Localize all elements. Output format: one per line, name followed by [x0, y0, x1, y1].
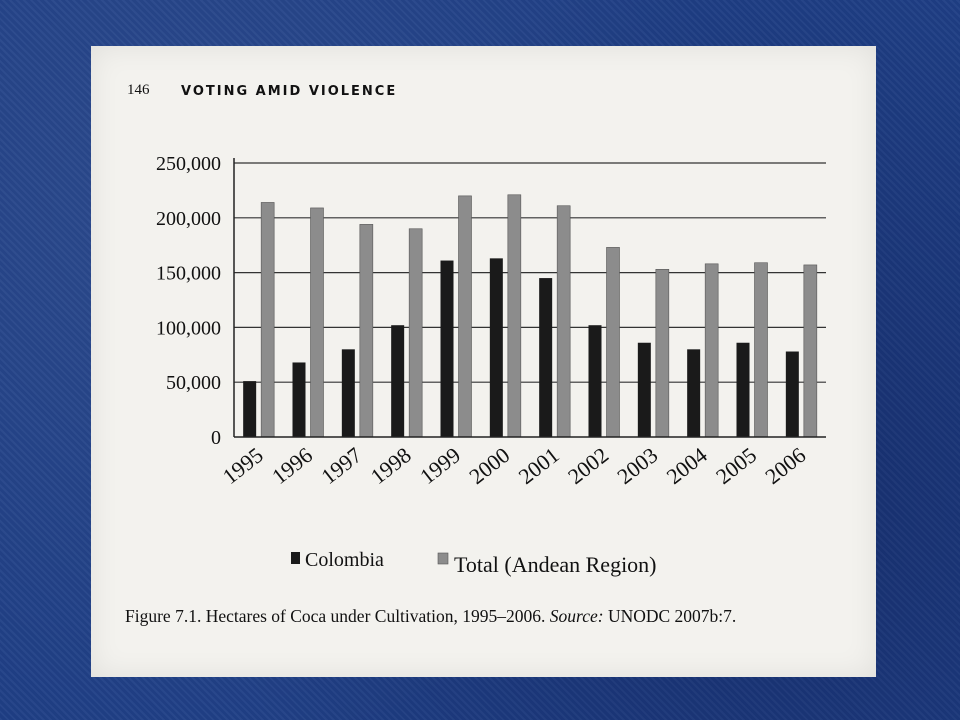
gridlines — [234, 162, 826, 383]
caption-source-text: UNODC 2007b:7. — [607, 606, 737, 626]
x-tick-label: 2004 — [662, 442, 712, 489]
y-axis-tick-labels: 0 50,000 100,000 150,000 200,000 250,000 — [156, 153, 221, 449]
legend: Colombia Total (Andean Region) — [291, 549, 657, 577]
bar-total-andean — [260, 202, 275, 438]
coca-cultivation-bar-chart: 0 50,000 100,000 150,000 200,000 250,000 1995… — [156, 153, 826, 577]
figure-caption: Figure 7.1. Hectares of Coca under Culti… — [125, 606, 736, 627]
running-head: VOTING AMID VIOLENCE — [181, 84, 398, 99]
bar-total-andean — [458, 195, 472, 438]
page-number: 146 — [127, 82, 150, 98]
x-axis-tick-labels: 1995 1996 1997 1998 1999 2000 2001 2002 2003 2004… — [218, 442, 811, 489]
x-tick-label: 2006 — [760, 442, 810, 489]
y-tick-label: 150,000 — [156, 263, 221, 285]
x-tick-label: 2000 — [464, 442, 514, 489]
bar-colombia — [489, 258, 503, 437]
x-tick-label: 2002 — [563, 442, 613, 489]
bar-total-andean — [754, 262, 768, 438]
caption-figure-text: Figure 7.1. Hectares of Coca under Culti… — [125, 606, 546, 626]
bar-total-andean — [655, 269, 670, 438]
bar-colombia — [687, 349, 701, 437]
x-tick-label: 1995 — [218, 442, 268, 489]
y-tick-label: 50,000 — [166, 372, 221, 394]
bar-colombia — [391, 325, 405, 437]
legend-label-total: Total (Andean Region) — [454, 552, 657, 577]
bar-colombia — [539, 278, 553, 437]
x-tick-label: 2001 — [514, 442, 564, 489]
x-tick-label: 1996 — [267, 442, 317, 489]
x-tick-label: 1997 — [316, 442, 366, 489]
bar-total-andean — [704, 263, 719, 438]
legend-label-colombia: Colombia — [305, 549, 384, 571]
axes — [233, 158, 826, 438]
bar-colombia — [440, 260, 454, 437]
bar-total-andean — [310, 207, 324, 438]
caption-source-label: Source: — [549, 606, 604, 626]
y-tick-label: 0 — [211, 427, 221, 449]
bar-total-andean — [507, 194, 522, 438]
legend-swatch-colombia — [291, 552, 300, 564]
x-tick-label: 1999 — [415, 442, 465, 489]
y-tick-label: 100,000 — [156, 317, 221, 339]
bar-colombia — [588, 325, 602, 437]
x-tick-label: 2005 — [711, 442, 761, 489]
legend-swatch-total — [437, 552, 449, 565]
bar-colombia — [736, 342, 750, 437]
x-tick-label: 2003 — [612, 442, 662, 489]
y-tick-label: 250,000 — [156, 153, 221, 175]
bar-colombia — [785, 351, 799, 437]
bars — [243, 194, 818, 438]
y-tick-label: 200,000 — [156, 208, 221, 230]
bar-colombia — [243, 381, 257, 437]
scanned-book-page: 146 VOTING AMID VIOLENCE 0 50,000 100,000 1… — [91, 46, 876, 677]
bar-total-andean — [408, 228, 423, 438]
x-tick-label: 1998 — [366, 442, 416, 489]
bar-colombia — [292, 362, 306, 437]
bar-total-andean — [359, 224, 374, 438]
bar-total-andean — [556, 205, 571, 438]
bar-colombia — [637, 342, 651, 437]
bar-total-andean — [606, 247, 620, 438]
bar-colombia — [341, 349, 355, 437]
bar-total-andean — [803, 264, 818, 438]
